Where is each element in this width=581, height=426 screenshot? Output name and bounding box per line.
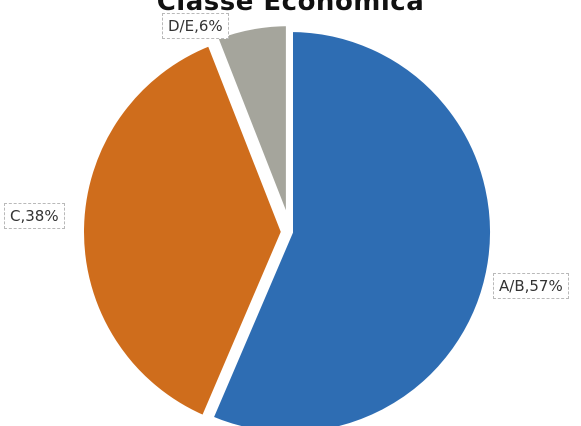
data-label-a-b: A/B,57% xyxy=(493,273,569,299)
pie-slice-c xyxy=(78,38,288,423)
data-label-c: C,38% xyxy=(4,203,65,229)
pie-slice-a-b xyxy=(206,25,496,426)
chart-title: Classe Econômica xyxy=(156,0,425,17)
data-label-d-e: D/E,6% xyxy=(162,13,229,39)
